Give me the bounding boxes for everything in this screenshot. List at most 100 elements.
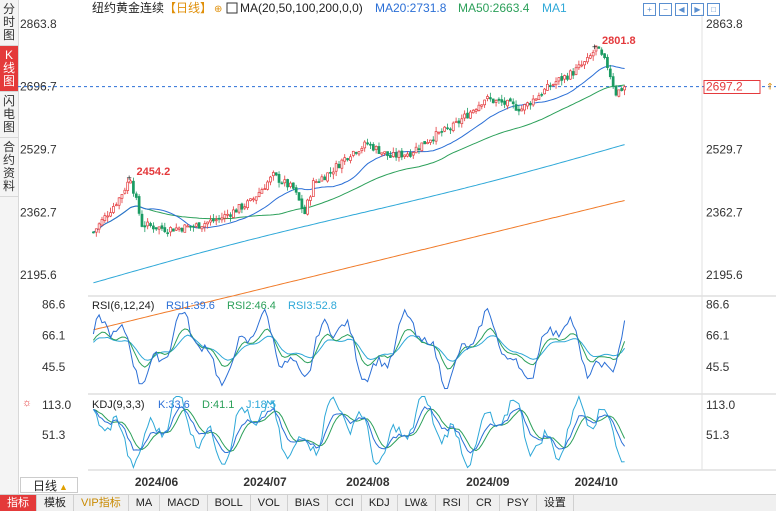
candle-body <box>117 197 121 206</box>
bottom-tab-8[interactable]: CCI <box>328 495 362 511</box>
candle-body <box>251 198 255 201</box>
zoom-in-icon[interactable]: + <box>643 3 656 16</box>
candle-body <box>429 139 432 143</box>
rsi-y-tick-left: 86.6 <box>42 297 66 311</box>
candle-body <box>194 223 198 227</box>
candle-body <box>420 142 424 152</box>
y-tick-left: 2529.7 <box>20 142 57 156</box>
candle-body <box>229 214 232 217</box>
candle-body <box>463 113 467 119</box>
bottom-tab-11[interactable]: RSI <box>436 495 469 511</box>
candle-body <box>363 141 367 149</box>
candle-body <box>289 182 292 187</box>
candle-body <box>271 172 275 177</box>
candle-body <box>546 84 549 91</box>
candle-body <box>200 226 204 230</box>
candle-body <box>291 182 295 189</box>
bottom-tab-4[interactable]: MACD <box>160 495 208 511</box>
bottom-tab-14[interactable]: 设置 <box>537 495 574 511</box>
bottom-tab-5[interactable]: BOLL <box>208 495 251 511</box>
candle-body <box>526 102 529 107</box>
candle-body <box>286 179 289 188</box>
candle-body <box>517 108 521 112</box>
bottom-tab-3[interactable]: MA <box>129 495 161 511</box>
rsi-label: RSI(6,12,24) <box>92 300 154 312</box>
fullscreen-icon[interactable]: □ <box>707 3 720 16</box>
candle-body <box>426 142 429 145</box>
sidebar-tab-0[interactable]: 分时图 <box>0 0 18 46</box>
candle-body <box>394 152 398 158</box>
x-tick: 2024/09 <box>466 475 510 489</box>
candle-body <box>266 181 269 190</box>
ma20-line <box>93 65 625 233</box>
bottom-tab-13[interactable]: PSY <box>500 495 537 511</box>
candle-body <box>411 152 415 156</box>
candle-body <box>263 188 267 190</box>
y-tick-right: 2529.7 <box>706 142 743 156</box>
rsi-legend-2: RSI2:46.4 <box>227 300 276 312</box>
bottom-tab-7[interactable]: BIAS <box>288 495 328 511</box>
bottom-tab-2[interactable]: VIP指标 <box>74 495 129 511</box>
bottom-tab-0[interactable]: 指标 <box>0 495 37 511</box>
rsi-y-tick-right: 66.1 <box>706 329 730 343</box>
candle-body <box>274 172 278 176</box>
rsi-y-tick-right: 86.6 <box>706 297 730 311</box>
bottom-tab-6[interactable]: VOL <box>251 495 288 511</box>
candle-body <box>577 64 581 69</box>
zoom-out-icon[interactable]: − <box>659 3 672 16</box>
candle-body <box>311 180 315 197</box>
candle-body <box>548 85 552 88</box>
candle-body <box>514 104 518 111</box>
candle-body <box>232 209 235 218</box>
candle-body <box>294 187 298 193</box>
bottom-tab-bar: 指标 模板 VIP指标 MA MACD BOLL VOL BIAS CCI KDJ LW& RSI CR… <box>0 494 776 511</box>
kdj-settings-icon: ☼ <box>22 397 32 409</box>
rsi1-line <box>92 307 626 390</box>
candle-body <box>240 203 244 210</box>
current-price-label: 2697.2 <box>706 79 743 93</box>
sidebar-tab-1[interactable]: K线图 <box>0 46 18 92</box>
candle-body <box>486 96 489 100</box>
candle-body <box>409 152 412 157</box>
move-right-icon[interactable]: ▶ <box>691 3 704 16</box>
candle-body <box>254 196 258 201</box>
candle-body <box>528 102 532 106</box>
kdj-legend-1: D:41.1 <box>202 399 234 411</box>
candle-body <box>357 151 361 155</box>
kdj-label: KDJ(9,3,3) <box>92 399 145 411</box>
bottom-tab-12[interactable]: CR <box>469 495 500 511</box>
x-tick: 2024/06 <box>135 475 179 489</box>
candle-body <box>280 182 284 185</box>
candle-body <box>123 189 127 194</box>
candle-body <box>588 55 592 59</box>
chart-canvas[interactable]: 纽约黄金连续 【日线】 ⊕ MA(20,50,100,200,0,0) MA20:273… <box>18 0 776 494</box>
caret-up-icon: ▲ <box>59 482 68 492</box>
candle-body <box>186 225 190 228</box>
sidebar-tab-2[interactable]: 闪电图 <box>0 92 18 138</box>
period-selector[interactable]: 日线 ▲ <box>20 477 78 493</box>
move-left-icon[interactable]: ◀ <box>675 3 688 16</box>
candle-body <box>451 122 455 131</box>
y-tick-left: 2195.6 <box>20 268 57 282</box>
candle-body <box>397 151 401 158</box>
candle-body <box>483 99 486 106</box>
candle-body <box>531 98 535 106</box>
bottom-tab-10[interactable]: LW& <box>398 495 436 511</box>
sidebar-tab-3[interactable]: 合约资料 <box>0 138 18 197</box>
candle-body <box>177 227 181 230</box>
candle-body <box>120 194 124 199</box>
candle-body <box>431 139 435 142</box>
rsi-y-tick-left: 45.5 <box>42 360 66 374</box>
candle-body <box>417 148 421 150</box>
bottom-tab-1[interactable]: 模板 <box>37 495 74 511</box>
kdj-legend-0: K:33.6 <box>158 399 190 411</box>
candle-body <box>317 181 321 183</box>
candle-body <box>106 215 110 218</box>
candle-body <box>389 154 392 158</box>
bottom-tab-9[interactable]: KDJ <box>362 495 398 511</box>
candle-body <box>534 98 538 101</box>
candle-body <box>169 227 172 233</box>
candle-body <box>166 232 170 235</box>
candle-body <box>391 152 395 157</box>
candle-body <box>406 153 409 157</box>
